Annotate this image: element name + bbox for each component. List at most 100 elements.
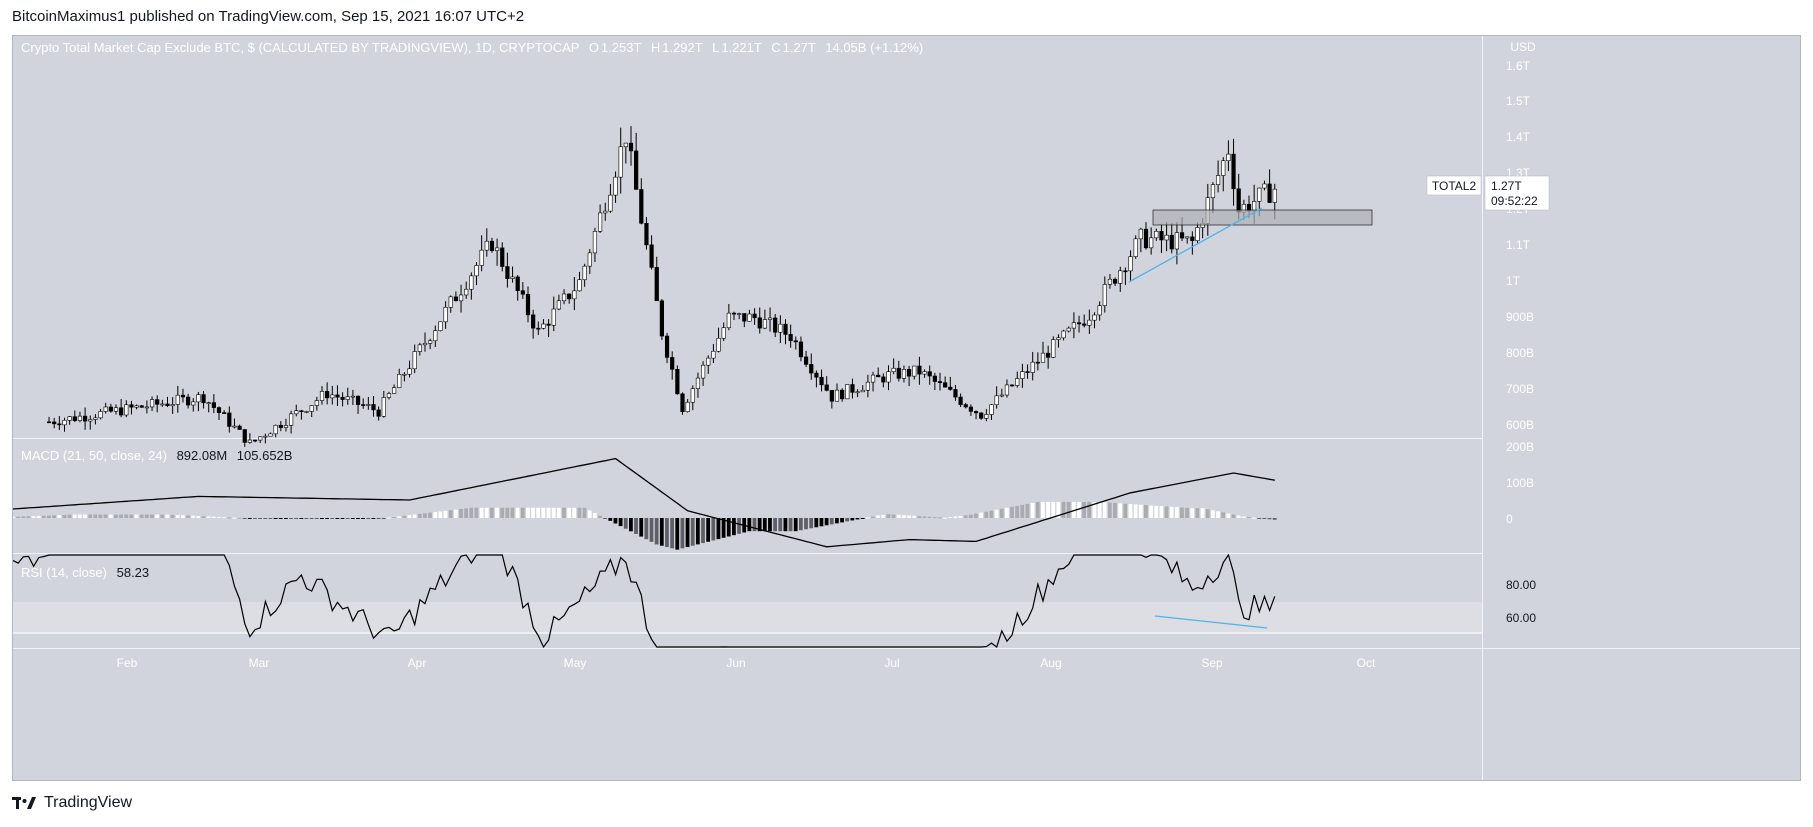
macd-hist-bar <box>876 515 880 518</box>
candle-down <box>201 394 206 404</box>
macd-hist-bar <box>1066 501 1071 518</box>
macd-hist-bar <box>526 507 530 518</box>
candle-down <box>222 412 227 414</box>
candle-up <box>350 395 356 398</box>
currency-label: USD <box>1510 40 1536 54</box>
main-pane-bg <box>13 36 1482 438</box>
candle-down <box>824 384 829 391</box>
candle-down <box>850 384 855 393</box>
macd-hist-bar <box>1133 504 1138 518</box>
price-tick: 1.6T <box>1506 59 1531 73</box>
macd-hist-bar <box>886 514 891 518</box>
macd-hist-bar <box>829 518 834 525</box>
candle-down <box>371 404 376 411</box>
price-tick: 1.1T <box>1506 238 1531 252</box>
candle-up <box>366 404 371 406</box>
macd-hist-bar <box>675 518 680 550</box>
macd-hist-bar <box>392 517 396 519</box>
candle-up <box>572 290 577 300</box>
support-zone[interactable] <box>1152 209 1373 226</box>
macd-hist-bar <box>330 518 335 519</box>
candle-up <box>685 401 690 412</box>
macd-hist-bar <box>62 514 67 518</box>
time-label: Feb <box>117 656 138 670</box>
macd-hist-bar <box>1046 501 1050 518</box>
price-axis-bg[interactable] <box>1483 36 1801 648</box>
candle-up <box>402 373 407 376</box>
macd-hist-bar <box>747 518 752 532</box>
candle-up <box>1071 322 1076 329</box>
macd-hist-bar <box>1087 501 1092 518</box>
macd-hist-bar <box>237 517 242 519</box>
candle-down <box>325 391 330 399</box>
candle-up <box>834 389 840 402</box>
macd-hist-bar <box>629 518 633 532</box>
macd-hist-bar <box>567 507 571 518</box>
candle-up <box>391 387 397 394</box>
macd-hist-bar <box>572 507 577 518</box>
candle-up <box>711 350 716 359</box>
macd-hist-bar <box>356 518 360 519</box>
macd-hist-bar <box>98 514 103 518</box>
macd-hist-bar <box>623 518 628 529</box>
macd-hist-bar <box>979 512 983 518</box>
rsi-descending-trendline[interactable] <box>1154 615 1268 629</box>
macd-hist-bar <box>433 512 438 518</box>
macd-hist-bar <box>845 518 850 522</box>
candle-up <box>577 279 582 292</box>
price-ascending-trendline[interactable] <box>1128 207 1263 283</box>
candle-down <box>500 247 505 267</box>
candle-up <box>700 364 706 379</box>
candle-up <box>608 194 613 212</box>
macd-hist-bar <box>1025 503 1030 518</box>
macd-hist-bar <box>706 518 711 542</box>
macd-hist-bar <box>994 509 999 518</box>
macd-hist-bar <box>361 518 365 519</box>
macd-hist-bar <box>1257 518 1262 519</box>
macd-hist-bar <box>701 518 705 544</box>
candle-down <box>788 334 793 342</box>
candle-up <box>464 288 469 296</box>
candle-up <box>67 416 72 421</box>
candle-up <box>134 405 139 408</box>
candle-up <box>1015 378 1020 386</box>
candle-down <box>953 389 958 398</box>
macd-hist-bar <box>309 518 314 519</box>
price-tick: 700B <box>1506 382 1534 396</box>
candle-up <box>309 405 314 412</box>
chart-frame[interactable]: Crypto Total Market Cap Exclude BTC, $ (… <box>12 35 1801 781</box>
macd-hist-bar <box>1123 503 1128 518</box>
macd-hist-bar <box>587 510 592 518</box>
macd-hist-bar <box>659 518 664 546</box>
macd-hist-bar <box>26 516 31 518</box>
candle-down <box>242 429 247 443</box>
candle-up <box>88 419 93 422</box>
candle-up <box>1107 278 1113 285</box>
candle-down <box>757 317 762 329</box>
candle-up <box>762 319 767 329</box>
macd-hist-bar <box>927 516 932 518</box>
macd-hist-bar <box>294 518 299 519</box>
time-label: Oct <box>1357 656 1376 670</box>
candle-down <box>1082 323 1087 326</box>
candle-down <box>979 412 984 419</box>
candle-down <box>211 402 216 408</box>
candle-down <box>819 376 824 386</box>
chart-canvas[interactable]: Crypto Total Market Cap Exclude BTC, $ (… <box>13 36 1801 781</box>
rsi-legend: RSI (14, close) 58.23 <box>21 565 149 580</box>
macd-tick: 0 <box>1506 512 1513 526</box>
macd-hist-bar <box>850 518 855 521</box>
candle-down <box>968 406 973 412</box>
candle-up <box>592 231 598 254</box>
macd-hist-bar <box>551 507 556 518</box>
candle-up <box>381 397 386 417</box>
candle-up <box>103 406 108 412</box>
macd-hist-bar <box>577 507 582 518</box>
macd-tick: 200B <box>1506 440 1534 454</box>
candle-up <box>1051 339 1056 358</box>
macd-hist-bar <box>1051 501 1056 518</box>
macd-hist-bar <box>129 514 134 518</box>
footer-brand[interactable]: TradingView <box>12 794 132 812</box>
candle-down <box>46 421 52 424</box>
macd-hist-bar <box>134 514 139 518</box>
